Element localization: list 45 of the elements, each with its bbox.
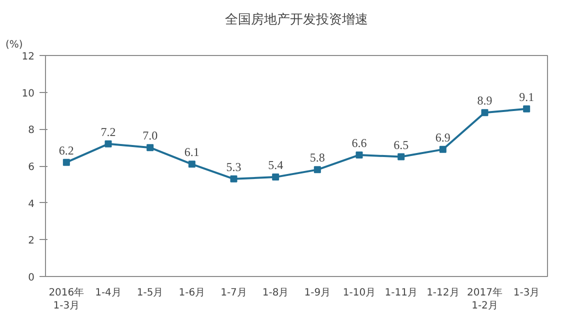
data-label: 6.1 — [184, 145, 200, 160]
point — [523, 105, 530, 112]
chart-title: 全国房地产开发投资增速 — [225, 12, 368, 28]
point — [230, 175, 238, 182]
x-tick-label: 1-9月 — [304, 288, 331, 298]
x-tick-label: 2016年 1-3月 — [48, 286, 84, 312]
x-tick-label: 1-8月 — [262, 288, 289, 298]
data-label: 5.3 — [226, 160, 242, 174]
y-tick-label: 10 — [22, 88, 35, 100]
y-axis-title: (%) — [6, 40, 23, 50]
x-tick-label: 1-11月 — [384, 288, 418, 298]
point — [188, 160, 196, 168]
point — [314, 166, 321, 174]
x-tick-label: 1-3月 — [513, 288, 540, 298]
data-label: 6.2 — [58, 143, 74, 158]
x-tick-label: 1-5月 — [136, 288, 164, 298]
point — [146, 144, 154, 152]
point — [439, 146, 446, 153]
y-tick-label: 6 — [28, 162, 35, 173]
y-tick-label: 0 — [28, 272, 35, 284]
data-label: 7.2 — [100, 124, 116, 139]
point — [356, 151, 363, 158]
data-label: 6.9 — [435, 130, 450, 144]
y-tick-label: 4 — [28, 198, 35, 210]
y-tick-label: 8 — [28, 125, 35, 136]
x-tick-label: 1-7月 — [220, 288, 247, 298]
point — [62, 158, 70, 166]
x-tick-label: 2017年 1-2月 — [467, 286, 502, 312]
data-label: 8.9 — [477, 94, 492, 108]
y-tick-label: 2 — [28, 236, 35, 247]
point — [104, 140, 112, 148]
data-label: 6.5 — [394, 138, 409, 152]
data-label: 9.1 — [519, 90, 534, 104]
x-tick-label: 1-10月 — [342, 288, 376, 298]
x-tick-label: 1-12月 — [426, 288, 460, 298]
x-tick-label: 1-6月 — [178, 288, 206, 298]
y-tick-label: 12 — [22, 52, 35, 62]
point — [481, 109, 488, 116]
data-label: 5.8 — [310, 150, 325, 165]
data-label: 6.6 — [352, 136, 367, 150]
point — [272, 174, 280, 181]
data-label: 5.4 — [268, 158, 284, 172]
x-tick-label: 1-4月 — [95, 288, 122, 298]
point — [398, 153, 405, 160]
data-label: 7.0 — [142, 128, 158, 143]
